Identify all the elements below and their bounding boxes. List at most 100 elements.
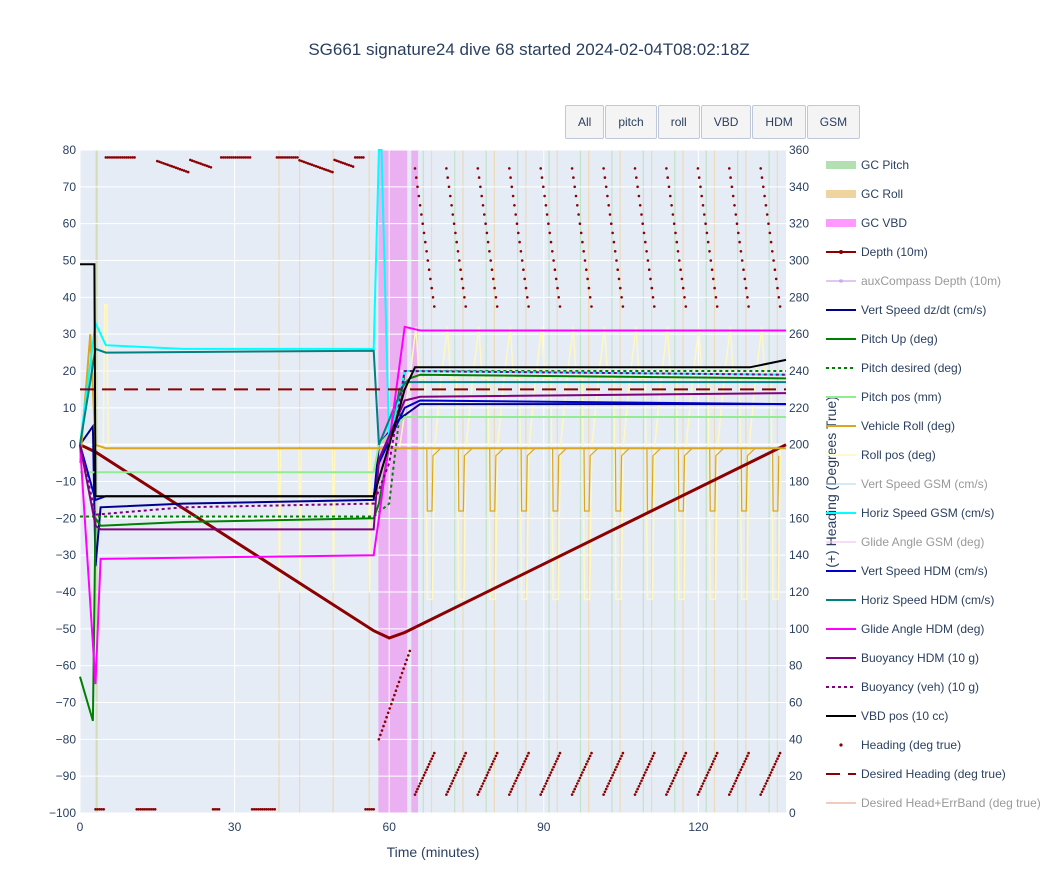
heading-marker <box>511 785 515 788</box>
heading-marker <box>616 268 619 272</box>
heading-marker <box>680 760 684 763</box>
legend-item-vert-speed-gsm-cm-s[interactable]: Vert Speed GSM (cm/s) <box>826 477 988 491</box>
heading-marker <box>451 213 455 216</box>
legend-item-buoyancy-hdm-10-g[interactable]: Buoyancy HDM (10 g) <box>826 651 979 665</box>
x-tick-label: 30 <box>228 820 242 834</box>
heading-marker <box>524 757 528 760</box>
heading-marker <box>337 160 341 163</box>
legend-item-heading-deg-true[interactable]: Heading (deg true) <box>839 738 961 752</box>
legend-item-glide-angle-gsm-deg[interactable]: Glide Angle GSM (deg) <box>826 535 984 549</box>
legend-item-vbd-pos-10-cc[interactable]: VBD pos (10 cc) <box>826 709 948 723</box>
heading-marker <box>259 808 262 811</box>
heading-marker <box>383 720 387 723</box>
y-tick-label: −30 <box>56 548 77 562</box>
heading-marker <box>762 787 765 791</box>
heading-marker <box>570 167 574 170</box>
heading-marker <box>433 751 436 755</box>
legend-item-desired-head-errband-deg-true[interactable]: Desired Head+ErrBand (deg true) <box>826 796 1041 810</box>
heading-marker <box>273 808 277 811</box>
legend-label: Desired Head+ErrBand (deg true) <box>861 796 1041 810</box>
heading-marker <box>666 790 669 794</box>
heading-marker <box>763 194 766 198</box>
heading-marker <box>385 715 388 719</box>
series-buoyancy-hdm-10-g <box>79 392 787 531</box>
heading-marker <box>162 162 165 165</box>
legend-item-pitch-pos-mm[interactable]: Pitch pos (mm) <box>826 390 942 404</box>
heading-marker <box>587 757 591 760</box>
legend-item-auxcompass-depth-10m[interactable]: auxCompass Depth (10m) <box>826 274 1001 288</box>
heading-marker <box>554 277 558 281</box>
heading-marker <box>292 156 295 159</box>
legend-item-gc-vbd[interactable]: GC VBD <box>826 216 907 230</box>
heading-marker <box>621 305 625 308</box>
heading-marker <box>590 751 593 755</box>
heading-marker <box>739 250 743 253</box>
legend-item-buoyancy-veh-10-g[interactable]: Buoyancy (veh) (10 g) <box>826 680 979 694</box>
legend-item-roll-pos-deg[interactable]: Roll pos (deg) <box>826 448 936 462</box>
button-hdm[interactable]: HDM <box>752 105 806 139</box>
legend-item-horiz-speed-gsm-cm-s[interactable]: Horiz Speed GSM (cm/s) <box>826 506 994 520</box>
heading-marker <box>370 808 374 811</box>
heading-marker <box>743 277 747 281</box>
heading-marker <box>170 164 173 168</box>
heading-marker <box>164 162 167 166</box>
heading-marker <box>683 754 686 758</box>
button-roll[interactable]: roll <box>657 105 700 139</box>
heading-marker <box>744 757 748 760</box>
legend-item-glide-angle-hdm-deg[interactable]: Glide Angle HDM (deg) <box>826 622 984 636</box>
legend-item-gc-roll[interactable]: GC Roll <box>826 187 903 201</box>
heading-marker <box>617 277 621 281</box>
heading-marker <box>318 166 322 169</box>
heading-marker <box>728 793 731 796</box>
heading-marker <box>703 779 706 783</box>
heading-marker <box>364 808 367 811</box>
legend-label: Vehicle Roll (deg) <box>861 419 955 433</box>
heading-marker <box>526 754 529 758</box>
legend-label: Vert Speed dz/dt (cm/s) <box>861 303 986 317</box>
legend-item-vert-speed-dz-dt-cm-s[interactable]: Vert Speed dz/dt (cm/s) <box>826 303 986 317</box>
legend-item-desired-heading-deg-true[interactable]: Desired Heading (deg true) <box>826 767 1006 781</box>
heading-marker <box>125 156 128 159</box>
button-pitch[interactable]: pitch <box>605 105 657 139</box>
heading-marker <box>765 779 769 783</box>
heading-marker <box>604 185 608 189</box>
heading-marker <box>489 259 493 262</box>
heading-marker <box>486 240 490 244</box>
heading-marker <box>737 231 740 235</box>
legend-item-pitch-desired-deg[interactable]: Pitch desired (deg) <box>826 361 962 375</box>
legend-label: GC VBD <box>861 216 907 230</box>
heading-marker <box>483 779 486 783</box>
legend-item-depth-10m[interactable]: Depth (10m) <box>826 245 928 259</box>
legend-item-vert-speed-hdm-cm-s[interactable]: Vert Speed HDM (cm/s) <box>826 564 988 578</box>
button-all[interactable]: All <box>565 105 605 139</box>
heading-marker <box>543 194 546 198</box>
legend-item-vehicle-roll-deg[interactable]: Vehicle Roll (deg) <box>826 419 955 433</box>
heading-marker <box>579 231 583 235</box>
heading-marker <box>403 662 407 666</box>
legend-item-horiz-speed-hdm-cm-s[interactable]: Horiz Speed HDM (cm/s) <box>826 593 994 607</box>
heading-marker <box>672 222 676 225</box>
heading-marker <box>650 757 654 760</box>
heading-marker <box>226 156 229 159</box>
heading-marker <box>774 760 778 763</box>
heading-marker <box>638 204 642 207</box>
heading-marker <box>579 773 583 777</box>
heading-marker <box>477 790 481 794</box>
heading-marker <box>675 771 679 774</box>
series-horiz-speed-gsm-cm-s <box>79 149 787 445</box>
button-gsm[interactable]: GSM <box>806 105 861 139</box>
heading-marker <box>644 240 647 244</box>
heading-marker <box>556 286 559 290</box>
heading-marker <box>279 156 283 159</box>
heading-marker <box>320 167 324 170</box>
button-vbd[interactable]: VBD <box>700 105 752 139</box>
legend-item-gc-pitch[interactable]: GC Pitch <box>826 158 909 172</box>
heading-marker <box>522 268 525 272</box>
heading-marker <box>581 771 584 774</box>
heading-marker <box>519 768 523 771</box>
legend-item-pitch-up-deg[interactable]: Pitch Up (deg) <box>826 332 938 346</box>
heading-marker <box>670 782 673 785</box>
heading-marker <box>649 760 652 763</box>
heading-marker <box>417 785 421 788</box>
heading-marker <box>746 754 749 758</box>
